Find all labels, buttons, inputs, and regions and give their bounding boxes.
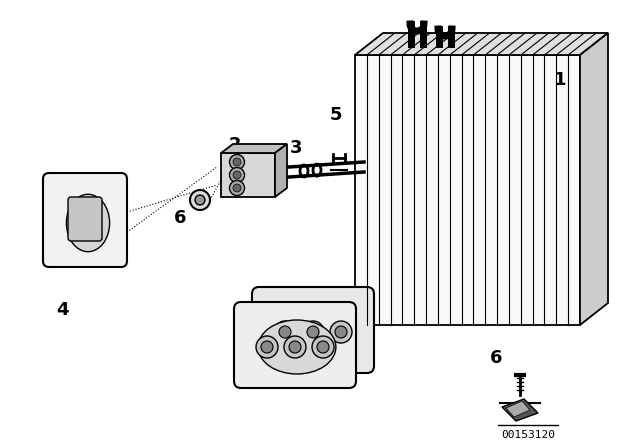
Circle shape: [302, 321, 324, 343]
Text: 5: 5: [330, 106, 342, 124]
FancyBboxPatch shape: [43, 173, 127, 267]
Circle shape: [233, 171, 241, 179]
Circle shape: [230, 168, 244, 182]
Circle shape: [312, 336, 334, 358]
Circle shape: [279, 326, 291, 338]
Circle shape: [317, 341, 329, 353]
Polygon shape: [221, 153, 275, 197]
Polygon shape: [355, 33, 608, 55]
Ellipse shape: [258, 320, 336, 374]
Polygon shape: [506, 401, 530, 417]
Circle shape: [330, 321, 352, 343]
Text: 1: 1: [554, 71, 566, 89]
Text: 6: 6: [173, 209, 186, 227]
FancyBboxPatch shape: [234, 302, 356, 388]
Polygon shape: [580, 33, 608, 325]
Circle shape: [190, 190, 210, 210]
Circle shape: [230, 155, 244, 169]
FancyBboxPatch shape: [68, 197, 102, 241]
Circle shape: [233, 184, 241, 192]
Circle shape: [233, 158, 241, 166]
Ellipse shape: [276, 305, 354, 359]
Polygon shape: [502, 399, 538, 421]
Circle shape: [261, 341, 273, 353]
Circle shape: [284, 336, 306, 358]
Text: 2: 2: [228, 136, 241, 154]
Circle shape: [230, 181, 244, 195]
Circle shape: [274, 321, 296, 343]
Polygon shape: [221, 144, 287, 153]
Text: 6: 6: [490, 349, 502, 367]
Text: 00153120: 00153120: [501, 430, 555, 440]
Polygon shape: [275, 144, 287, 197]
FancyBboxPatch shape: [252, 287, 374, 373]
Polygon shape: [355, 55, 580, 325]
Circle shape: [195, 195, 205, 205]
Ellipse shape: [67, 194, 109, 252]
Circle shape: [307, 326, 319, 338]
Text: 3: 3: [290, 139, 302, 157]
Circle shape: [289, 341, 301, 353]
Circle shape: [256, 336, 278, 358]
Circle shape: [335, 326, 347, 338]
Text: 4: 4: [56, 301, 68, 319]
